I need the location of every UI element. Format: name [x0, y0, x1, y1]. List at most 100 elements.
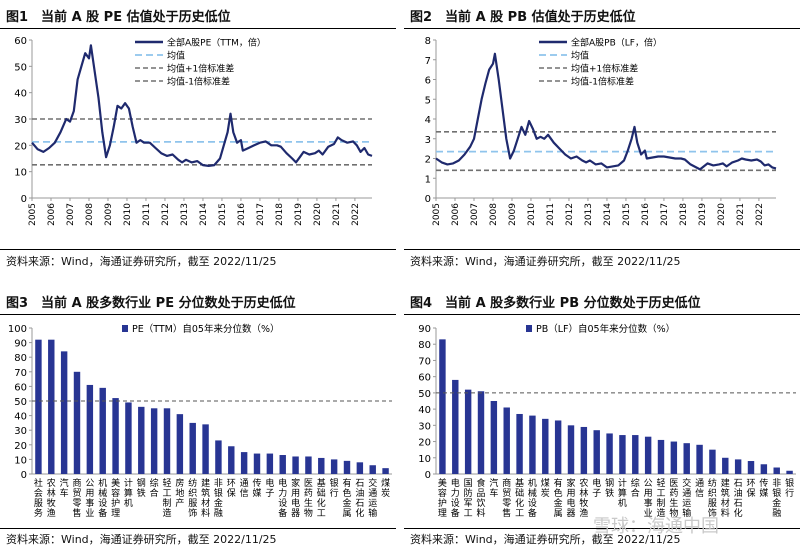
category-label: 医药生物: [669, 478, 678, 519]
bar: [215, 440, 222, 474]
y-tick-label: 70: [418, 356, 431, 367]
category-label: 房地产: [175, 477, 184, 509]
y-tick-label: 80: [14, 353, 27, 364]
category-label: 美容护理: [438, 477, 447, 519]
bar: [150, 408, 158, 474]
y-tick-label: 0: [425, 470, 431, 481]
bar: [138, 406, 145, 474]
bar: [439, 339, 446, 474]
bar: [189, 422, 196, 474]
category-label: 美容护理: [111, 477, 120, 519]
y-tick-label: 100: [8, 324, 27, 335]
bar: [60, 351, 68, 474]
legend-swatch: [526, 325, 532, 332]
x-tick-label: 2009: [508, 203, 518, 226]
category-label: 汽车: [60, 477, 69, 499]
category-label: 机械设备: [98, 477, 107, 519]
panel-fig4: 图4 当前 A 股多数行业 PB 分位数处于历史低位 0 10 20 30 40 50 60…: [404, 286, 800, 548]
category-label: 纺织服饰: [708, 477, 717, 519]
x-tick-label: 2021: [332, 203, 342, 226]
y-tick-label: 3: [425, 135, 431, 146]
legend-label: 均值-1倍标准差: [167, 76, 230, 88]
legend-label: PE（TTM）自05年来分位数（%）: [132, 323, 279, 335]
category-label: 基础化工: [317, 477, 326, 519]
bar: [343, 460, 351, 474]
category-label: 家用电器: [566, 477, 575, 519]
x-tick-label: 2015: [218, 203, 228, 226]
category-label: 国防军工: [464, 478, 473, 519]
category-label: 计算机: [618, 477, 627, 509]
category-label: 非银金融: [772, 477, 781, 519]
panel-fig3: 图3 当前 A 股多数行业 PE 分位数处于历史低位 0 10 20 30 40 50 60…: [0, 286, 396, 548]
valuation-series-line: [31, 44, 373, 167]
source-rule: [404, 249, 800, 250]
category-label: 基础化工: [515, 477, 524, 519]
x-tick-label: 2018: [275, 203, 285, 226]
category-label: 综合: [150, 477, 159, 499]
bar: [670, 441, 678, 474]
y-tick-label: 90: [14, 339, 27, 350]
category-label: 汽车: [489, 477, 498, 499]
x-tick-label: 2017: [660, 203, 670, 226]
x-tick-label: 2019: [294, 203, 304, 226]
category-label: 非银金融: [214, 477, 223, 519]
category-label: 通信: [240, 478, 249, 499]
bar: [86, 384, 94, 474]
source-note: 资料来源：Wind，海通证券研究所，截至 2022/11/25: [410, 533, 681, 546]
category-label: 通信: [695, 478, 704, 499]
bar: [644, 436, 652, 474]
pb-line-chart: 0 1 2 3 4 5 6 7 8 2005 2006 2007 2008 2009 2010 2011 201…: [425, 36, 777, 226]
category-label: 社会服务: [34, 477, 43, 519]
y-tick-label: 90: [418, 324, 431, 335]
x-tick-label: 2013: [180, 203, 190, 226]
y-tick-label: 60: [14, 382, 27, 393]
y-tick-label: 50: [14, 62, 27, 73]
category-label: 建筑材料: [201, 477, 210, 519]
x-tick-label: 2015: [622, 203, 632, 226]
source-rule: [0, 528, 396, 529]
bar: [176, 414, 184, 474]
x-tick-label: 2007: [66, 203, 76, 226]
source-rule: [404, 528, 800, 529]
chart-title: 图1 当前 A 股 PE 估值处于历史低位: [6, 10, 231, 25]
category-label: 农林牧渔: [47, 477, 56, 519]
bar: [516, 413, 523, 474]
bar: [73, 371, 81, 474]
bar: [722, 457, 729, 474]
y-tick-label: 10: [14, 455, 27, 466]
x-tick-label: 2006: [47, 203, 57, 226]
x-tick-label: 2020: [717, 203, 727, 226]
category-label: 农林牧渔: [579, 477, 588, 519]
bar: [253, 453, 261, 474]
x-tick-label: 2008: [489, 203, 499, 226]
x-tick-label: 2011: [546, 203, 556, 226]
category-label: 机械设备: [528, 477, 537, 519]
legend-label: 均值: [571, 50, 589, 62]
watermark: 雪球：海通中国: [593, 516, 719, 537]
bar: [112, 398, 119, 474]
bar: [356, 462, 364, 474]
x-tick-label: 2013: [584, 203, 594, 226]
x-tick-label: 2011: [142, 203, 152, 226]
bar: [318, 457, 325, 474]
legend-label: 均值: [167, 50, 185, 62]
y-tick-label: 1: [425, 174, 431, 185]
x-tick-label: 2010: [527, 203, 537, 226]
bar: [683, 443, 690, 474]
panel-fig2: 图2 当前 A 股 PB 估值处于历史低位 0 1 2 3 4 5 6 7 8 2005 2006 2…: [404, 0, 800, 270]
bar: [503, 407, 510, 474]
bar: [163, 408, 171, 474]
bar: [292, 456, 299, 474]
bar: [760, 464, 768, 474]
bar: [567, 425, 575, 474]
x-tick-label: 2010: [123, 203, 133, 226]
legend-label: 均值+1倍标准差: [571, 63, 638, 75]
y-tick-label: 7: [425, 56, 431, 67]
chart-title: 图4 当前 A 股多数行业 PB 分位数处于历史低位: [410, 296, 701, 311]
category-label: 环保: [227, 478, 236, 499]
chart-title: 图3 当前 A 股多数行业 PE 分位数处于历史低位: [6, 296, 296, 311]
y-tick-label: 5: [425, 95, 431, 106]
bar: [305, 456, 312, 474]
category-label: 石油石化: [355, 479, 364, 519]
category-label: 轻工制造: [162, 477, 171, 519]
